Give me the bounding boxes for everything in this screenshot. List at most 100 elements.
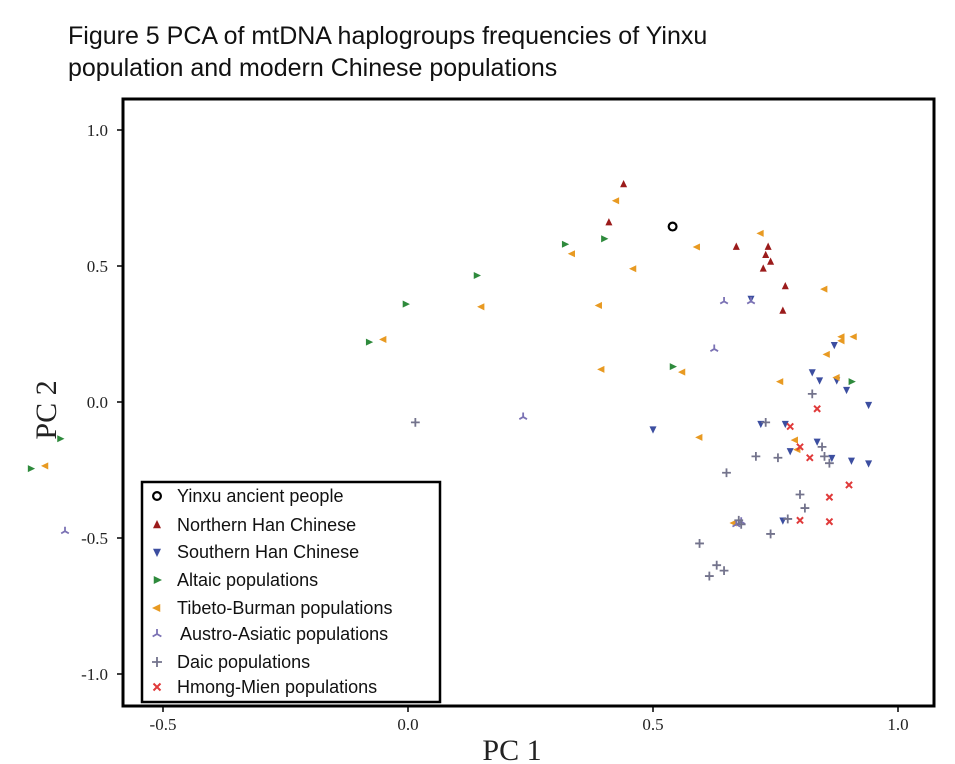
point-tibeto-burman-populations (849, 333, 857, 341)
point-southern-han-chinese (828, 454, 836, 463)
point-southern-han-chinese (830, 342, 838, 350)
point-hmong-mien-populations (796, 516, 804, 525)
figure-title-line-2: population and modern Chinese population… (68, 54, 558, 82)
point-austro-asiatic-populations (709, 344, 719, 352)
y-tick-label: -1.0 (81, 665, 108, 684)
point-northern-han-chinese (620, 180, 628, 188)
point-southern-han-chinese (649, 426, 657, 434)
y-tick-label: 0.5 (87, 257, 108, 276)
x-tick-label: 0.0 (397, 715, 418, 734)
point-northern-han-chinese (732, 242, 740, 250)
y-axis-label: PC 2 (30, 380, 63, 439)
point-daic-populations (410, 418, 420, 427)
point-tibeto-burman-populations (597, 365, 605, 373)
point-hmong-mien-populations (786, 422, 794, 431)
point-tibeto-burman-populations (756, 229, 764, 237)
point-tibeto-burman-populations (594, 301, 602, 309)
legend-frame (140, 480, 442, 704)
point-northern-han-chinese (781, 282, 789, 290)
point-southern-han-chinese (786, 448, 794, 456)
legend-label-yinxu: Yinxu ancient people (177, 486, 343, 506)
point-hmong-mien-populations (825, 493, 834, 501)
point-southern-han-chinese (865, 401, 873, 410)
point-daic-populations (800, 503, 810, 513)
point-northern-han-chinese (605, 218, 613, 226)
point-tibeto-burman-populations (695, 433, 703, 441)
point-austro-asiatic-populations (746, 296, 756, 305)
figure-title-line-1: Figure 5 PCA of mtDNA haplogroups freque… (68, 22, 708, 50)
legend-label-tibeto-burman: Tibeto-Burman populations (177, 598, 392, 618)
point-southern-han-chinese (865, 460, 873, 468)
point-tibeto-burman-populations (776, 378, 784, 386)
point-altaic-populations (57, 435, 65, 443)
point-daic-populations (719, 566, 729, 576)
point-tibeto-burman-populations (822, 350, 830, 358)
point-southern-han-chinese (808, 369, 816, 377)
point-tibeto-burman-populations (820, 285, 828, 293)
y-tick-label: 0.0 (87, 393, 108, 412)
point-northern-han-chinese (779, 306, 787, 314)
point-daic-populations (704, 571, 714, 581)
point-hmong-mien-populations (813, 405, 821, 413)
point-southern-han-chinese (843, 386, 851, 395)
point-tibeto-burman-populations (629, 265, 637, 273)
point-yinxu-ancient-people (667, 221, 678, 232)
point-daic-populations (820, 452, 829, 461)
point-altaic-populations (669, 363, 677, 371)
point-altaic-populations (402, 300, 410, 308)
x-tick-label: 1.0 (887, 715, 908, 734)
legend-marker-yinxu-ancient-people (152, 491, 163, 502)
point-daic-populations (695, 539, 704, 548)
point-tibeto-burman-populations (477, 303, 485, 311)
point-hmong-mien-populations (806, 453, 814, 462)
point-southern-han-chinese (816, 377, 824, 385)
data-points (27, 180, 873, 581)
x-tick-label: 0.5 (642, 715, 663, 734)
point-altaic-populations (27, 465, 36, 473)
point-daic-populations (736, 520, 746, 529)
point-daic-populations (761, 418, 771, 427)
point-altaic-populations (561, 240, 570, 248)
legend-label-austro-asiatic: Austro-Asiatic populations (180, 624, 388, 644)
legend-marker-tibeto-burman-populations (152, 604, 161, 612)
point-northern-han-chinese (767, 257, 775, 265)
point-tibeto-burman-populations (837, 337, 845, 345)
point-tibeto-burman-populations (832, 374, 840, 382)
legend-marker-altaic-populations (153, 576, 162, 584)
point-austro-asiatic-populations (518, 412, 528, 420)
point-altaic-populations (473, 272, 481, 280)
point-tibeto-burman-populations (790, 436, 798, 444)
point-hmong-mien-populations (845, 481, 853, 489)
point-daic-populations (712, 560, 722, 570)
legend-label-southern-han: Southern Han Chinese (177, 542, 359, 562)
point-daic-populations (825, 458, 834, 468)
point-daic-populations (783, 514, 793, 524)
point-tibeto-burman-populations (692, 243, 700, 251)
point-daic-populations (751, 452, 761, 461)
point-tibeto-burman-populations (611, 197, 620, 205)
legend-label-altaic: Altaic populations (177, 570, 318, 590)
axis-ticks: -0.5 0.0 0.5 1.0 1.0 0.5 0.0 -0.5 -1.0 (81, 121, 909, 734)
legend-marker-northern-han-chinese (153, 520, 161, 529)
legend-marker-daic-populations (152, 657, 162, 667)
point-northern-han-chinese (762, 250, 770, 258)
point-northern-han-chinese (759, 264, 767, 272)
point-daic-populations (817, 442, 827, 452)
legend-label-daic: Daic populations (177, 652, 310, 672)
x-axis-label: PC 1 (482, 734, 541, 764)
point-altaic-populations (848, 378, 856, 386)
legend-marker-hmong-mien-populations (152, 682, 162, 692)
point-northern-han-chinese (764, 242, 772, 250)
figure-title: Figure 5 PCA of mtDNA haplogroups freque… (68, 20, 928, 84)
point-daic-populations (766, 529, 775, 539)
point-southern-han-chinese (781, 420, 789, 429)
legend-label-northern-han: Northern Han Chinese (177, 515, 356, 535)
point-austro-asiatic-populations (60, 526, 70, 535)
legend-marker-austro-asiatic-populations (152, 629, 162, 638)
point-hmong-mien-populations (796, 443, 804, 451)
y-tick-label: -0.5 (81, 529, 108, 548)
point-tibeto-burman-populations (678, 368, 686, 376)
y-tick-label: 1.0 (87, 121, 108, 140)
point-daic-populations (795, 490, 805, 499)
